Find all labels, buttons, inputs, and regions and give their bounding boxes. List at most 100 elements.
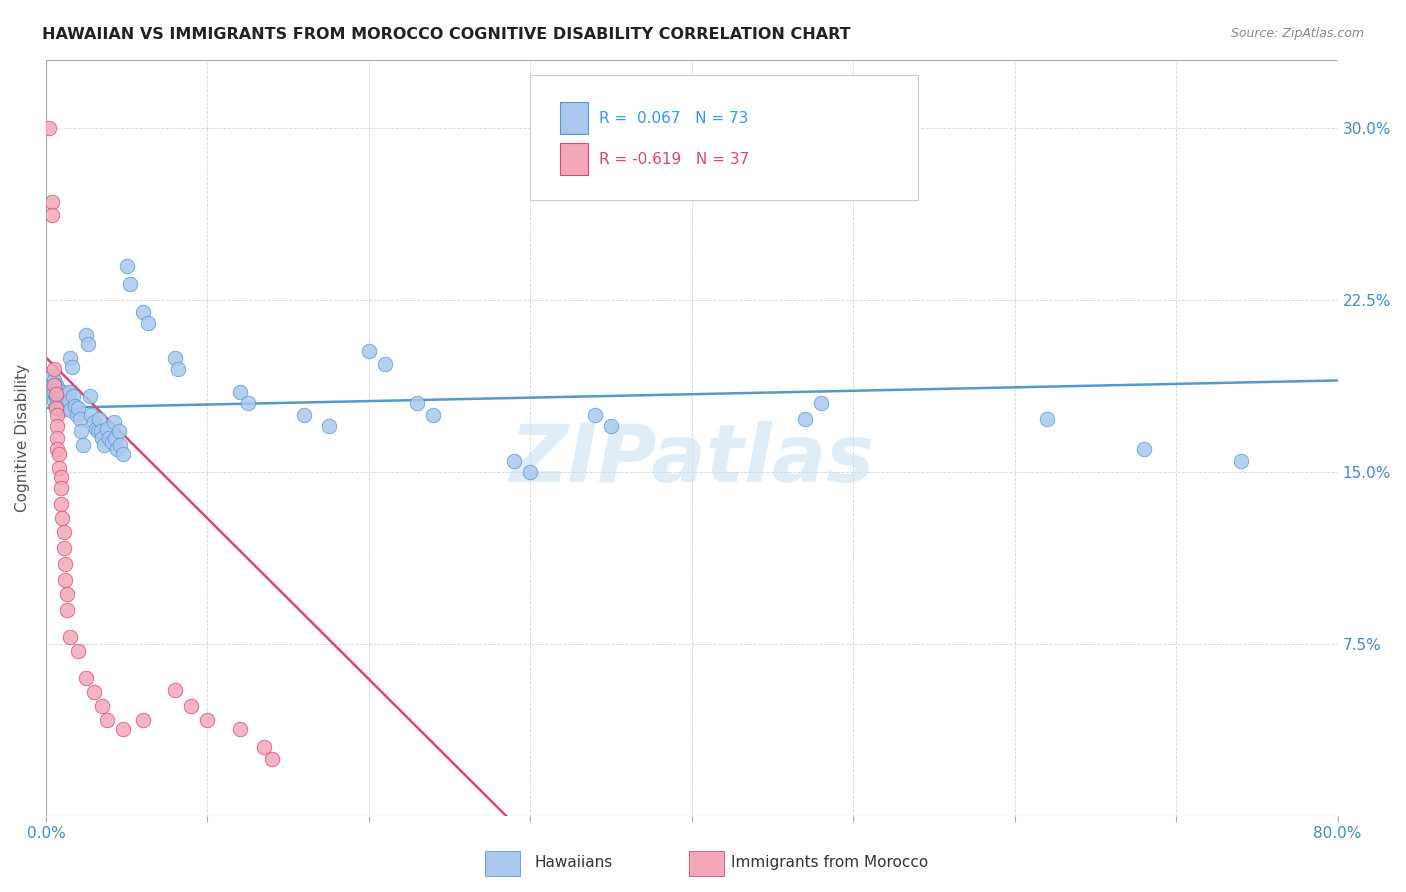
Point <box>48 460 70 475</box>
Text: Source: ZipAtlas.com: Source: ZipAtlas.com <box>1230 27 1364 40</box>
Point <box>45 399 67 413</box>
Point <box>46 392 69 406</box>
Point <box>253 740 276 755</box>
Point <box>49 387 72 401</box>
Point <box>228 384 250 399</box>
Point <box>66 408 89 422</box>
Point <box>90 424 112 438</box>
Point <box>86 424 108 438</box>
Point <box>60 359 83 374</box>
Point <box>72 437 94 451</box>
Point <box>48 384 70 399</box>
Point <box>422 408 444 422</box>
Point <box>96 421 118 435</box>
Point <box>51 401 73 415</box>
Point <box>52 399 75 413</box>
Point <box>49 481 72 495</box>
Text: R = -0.619   N = 37: R = -0.619 N = 37 <box>599 152 749 167</box>
Point <box>136 316 159 330</box>
Point <box>292 408 315 422</box>
Point <box>93 437 115 451</box>
Point <box>42 378 65 392</box>
Point <box>56 401 79 415</box>
Point <box>49 497 72 511</box>
Point <box>69 412 91 426</box>
Point <box>89 412 111 426</box>
Point <box>96 713 118 727</box>
Point <box>1229 453 1251 467</box>
Point <box>80 408 103 422</box>
Point <box>48 447 70 461</box>
Point <box>62 390 84 404</box>
Point <box>260 751 283 765</box>
Point <box>59 403 82 417</box>
Point <box>228 722 250 736</box>
Point <box>46 383 69 397</box>
Point <box>83 685 105 699</box>
Text: R =  0.067   N = 73: R = 0.067 N = 73 <box>599 111 748 126</box>
Point <box>77 336 100 351</box>
FancyBboxPatch shape <box>560 102 589 134</box>
Point <box>63 399 86 413</box>
Point <box>38 121 60 136</box>
Point <box>51 394 73 409</box>
Point <box>104 431 127 445</box>
Point <box>165 682 187 697</box>
Point <box>318 419 340 434</box>
Point <box>51 384 73 399</box>
Point <box>46 408 69 422</box>
Point <box>1133 442 1156 457</box>
Point <box>67 401 90 415</box>
Text: Immigrants from Morocco: Immigrants from Morocco <box>731 855 928 870</box>
Text: HAWAIIAN VS IMMIGRANTS FROM MOROCCO COGNITIVE DISABILITY CORRELATION CHART: HAWAIIAN VS IMMIGRANTS FROM MOROCCO COGN… <box>42 27 851 42</box>
Point <box>519 465 541 479</box>
Point <box>42 362 65 376</box>
Point <box>103 415 125 429</box>
Point <box>180 698 202 713</box>
Point <box>59 630 82 644</box>
Point <box>406 396 429 410</box>
Point <box>165 351 187 365</box>
Y-axis label: Cognitive Disability: Cognitive Disability <box>15 364 30 512</box>
Point <box>59 351 82 365</box>
Point <box>46 442 69 457</box>
Point <box>49 396 72 410</box>
Point <box>49 403 72 417</box>
Point <box>51 511 73 525</box>
Point <box>75 672 97 686</box>
Point <box>70 424 93 438</box>
Point <box>167 362 190 376</box>
Point <box>45 378 67 392</box>
Point <box>793 412 815 426</box>
Point <box>84 421 107 435</box>
Point <box>118 277 141 292</box>
Point <box>56 602 79 616</box>
Point <box>91 431 114 445</box>
Point <box>39 378 62 392</box>
Point <box>75 327 97 342</box>
Point <box>101 435 124 450</box>
Point <box>53 573 76 587</box>
Point <box>112 722 135 736</box>
Point <box>53 557 76 571</box>
Point <box>53 396 76 410</box>
Point <box>45 390 67 404</box>
Point <box>53 390 76 404</box>
Point <box>46 380 69 394</box>
Point <box>48 399 70 413</box>
Text: ZIPatlas: ZIPatlas <box>509 421 875 500</box>
Point <box>42 384 65 399</box>
Point <box>810 396 832 410</box>
Point <box>41 384 63 399</box>
Point <box>583 408 606 422</box>
FancyBboxPatch shape <box>530 75 918 200</box>
Point <box>115 259 138 273</box>
Point <box>357 343 380 358</box>
Point <box>41 368 63 383</box>
Point <box>56 586 79 600</box>
Point <box>236 396 259 410</box>
Point <box>42 394 65 409</box>
Point <box>1036 412 1059 426</box>
Point <box>132 713 155 727</box>
Point <box>600 419 623 434</box>
